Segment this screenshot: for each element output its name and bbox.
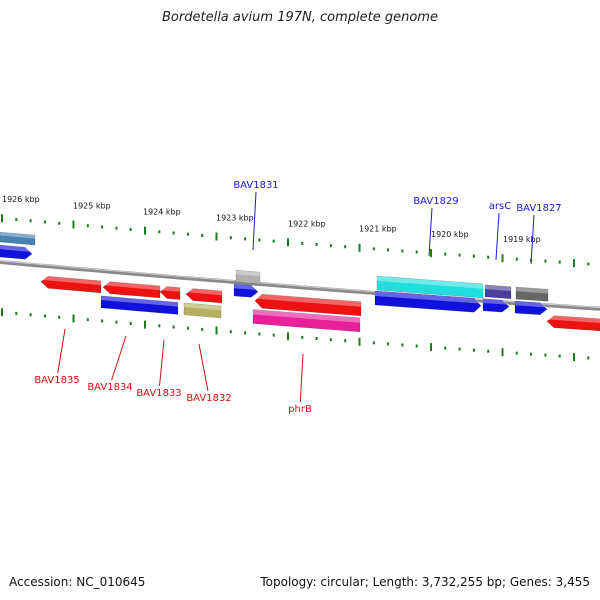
- scale-label: 1925 kbp: [73, 202, 111, 211]
- feature-bav1827-grey: [515, 286, 549, 302]
- gene-label-bav1834: BAV1834: [87, 382, 132, 393]
- feature-blue-small: [233, 283, 259, 298]
- scale-ticks-bottom: [1, 308, 590, 362]
- feature-bav1833: [159, 286, 181, 300]
- gene-arrow: [0, 244, 33, 260]
- callout-line: [530, 214, 535, 265]
- feature-blue-arsC: [482, 298, 510, 313]
- gene-arrow: [546, 315, 600, 332]
- callout-line: [428, 207, 433, 257]
- scale-label: 1919 kbp: [503, 235, 541, 244]
- gene-arrow-highlight: [184, 302, 221, 311]
- gene-label-bav1831: BAV1831: [233, 180, 278, 191]
- feature-blue-long: [374, 290, 482, 313]
- scale-label: 1923 kbp: [216, 214, 254, 223]
- feature-blue-left: [0, 244, 33, 260]
- feature-steel-left: [0, 231, 36, 246]
- gene-arrow-highlight: [0, 245, 32, 253]
- gene-arrow-highlight: [41, 276, 101, 286]
- feature-red-bav1832: [185, 288, 223, 304]
- feature-blue-bav1834: [100, 295, 160, 314]
- gene-arrow-highlight: [516, 287, 548, 294]
- callout-line: [57, 328, 66, 374]
- gene-label-bav1833: BAV1833: [136, 388, 181, 399]
- feature-bav1832: [183, 302, 222, 319]
- feature-bav1834: [102, 281, 161, 299]
- gene-arrow: [482, 298, 510, 313]
- gene-arrow: [484, 284, 512, 300]
- feature-bav1829-cyan: [376, 275, 484, 299]
- scale-label: 1926 kbp: [2, 195, 40, 204]
- gene-arrow-highlight: [255, 294, 361, 307]
- scale-label: 1921 kbp: [359, 225, 397, 234]
- feature-phrB: [252, 309, 361, 333]
- gene-label-bav1835: BAV1835: [34, 375, 79, 386]
- feature-red-right: [546, 315, 600, 332]
- gene-arrow: [515, 286, 549, 302]
- gene-arrow-highlight: [483, 298, 509, 305]
- gene-label-bav1827: BAV1827: [516, 203, 561, 214]
- gene-arrow: [235, 269, 261, 285]
- gene-arrow-highlight: [0, 232, 35, 239]
- gene-arrow: [376, 275, 484, 299]
- callout-line: [252, 191, 257, 251]
- gene-arrow-highlight: [234, 284, 258, 291]
- scale-label: 1920 kbp: [431, 230, 469, 239]
- gene-arrow-highlight: [377, 276, 483, 289]
- callout-line: [299, 353, 304, 403]
- gene-arrow: [185, 288, 223, 304]
- callout-line: [159, 339, 165, 387]
- gene-arrow-highlight: [158, 300, 178, 307]
- gene-arrow: [40, 275, 102, 294]
- gene-arrow: [157, 300, 179, 315]
- gene-arrow-highlight: [375, 291, 481, 304]
- gene-arrow: [514, 300, 548, 316]
- feature-bav1831-grey: [235, 269, 261, 285]
- gene-arrow: [374, 290, 482, 313]
- gene-arrow: [102, 281, 161, 299]
- scale-label: 1922 kbp: [288, 219, 326, 228]
- gene-arrow: [252, 309, 361, 333]
- callout-line: [111, 335, 127, 381]
- gene-arrow: [254, 293, 362, 317]
- gene-arrow-highlight: [236, 270, 260, 277]
- gene-arrow: [0, 231, 36, 246]
- gene-label-bav1832: BAV1832: [186, 393, 231, 404]
- map-title: Bordetella avium 197N, complete genome: [162, 10, 438, 25]
- gene-arrow-highlight: [103, 281, 160, 291]
- gene-arrow-highlight: [160, 286, 180, 292]
- scale-ticks-top: [1, 214, 590, 268]
- callout-line: [198, 343, 209, 392]
- gene-arrow: [183, 302, 222, 319]
- genome-summary-text: Topology: circular; Length: 3,732,255 bp…: [260, 575, 590, 589]
- gene-arrow-highlight: [101, 295, 159, 305]
- callout-line: [495, 212, 500, 261]
- gene-label-bav1829: BAV1829: [413, 196, 458, 207]
- gene-arrow-highlight: [547, 315, 600, 324]
- feature-bav1835: [40, 275, 102, 294]
- gene-arrow: [159, 286, 181, 300]
- feature-blue-bav1827: [514, 300, 548, 316]
- gene-arrow: [233, 283, 259, 298]
- gene-arrow-highlight: [515, 301, 547, 308]
- gene-label-phrb: phrB: [288, 404, 312, 415]
- gene-arrow-highlight: [485, 284, 511, 291]
- accession-text: Accession: NC_010645: [9, 575, 146, 589]
- gene-arrow: [100, 295, 160, 314]
- gene-arrow-highlight: [186, 288, 222, 296]
- gene-label-arsc: arsC: [489, 201, 511, 212]
- gene-arrow-highlight: [253, 309, 360, 323]
- feature-arsC: [484, 284, 512, 300]
- feature-bav1833-blue: [157, 300, 179, 315]
- feature-red-long: [254, 293, 362, 317]
- scale-label: 1924 kbp: [143, 208, 181, 217]
